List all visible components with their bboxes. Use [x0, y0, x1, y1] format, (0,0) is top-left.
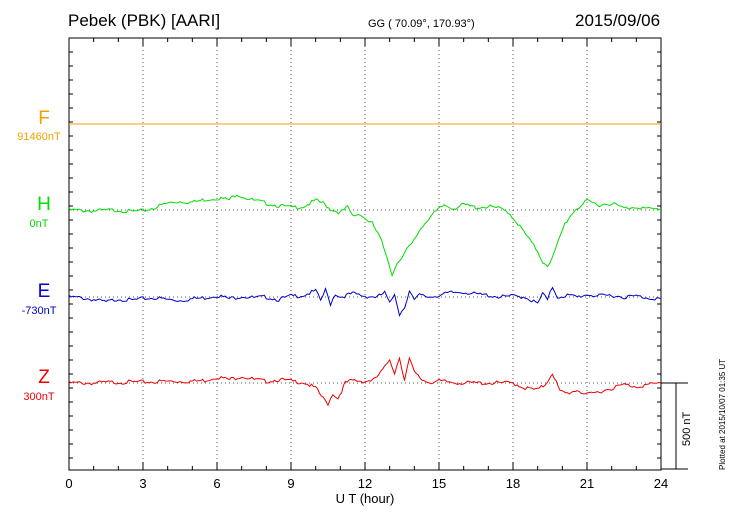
station-title: Pebek (PBK) [AARI] — [68, 11, 221, 30]
x-tick-label: 21 — [580, 476, 594, 491]
x-tick-label: 6 — [213, 476, 220, 491]
series-line-h — [68, 194, 662, 278]
geographic-coords: GG ( 70.09°, 170.93°) — [368, 18, 475, 30]
channel-baseline-z: 300nT — [23, 391, 55, 403]
x-tick-label: 9 — [287, 476, 294, 491]
channel-name-f: F — [38, 108, 50, 129]
x-axis-label: U T (hour) — [336, 491, 395, 506]
series-line-z — [68, 356, 662, 407]
channel-name-e: E — [37, 281, 51, 302]
series-line-e — [68, 286, 662, 318]
channel-baseline-e: -730nT — [21, 305, 57, 317]
channel-baseline-f: 91460nT — [17, 131, 61, 143]
channel-name-z: Z — [38, 367, 50, 388]
x-tick-label: 24 — [654, 476, 668, 491]
x-tick-label: 0 — [65, 476, 72, 491]
plotted-timestamp: Plotted at 2015/10/07 01:35 UT — [718, 358, 727, 470]
channel-name-h: H — [37, 194, 51, 215]
record-date: 2015/09/06 — [575, 11, 661, 30]
x-tick-label: 18 — [506, 476, 520, 491]
channel-baseline-h: 0nT — [29, 218, 49, 230]
x-tick-label: 3 — [139, 476, 146, 491]
x-tick-label: 12 — [358, 476, 372, 491]
scale-bar-label: 500 nT — [681, 411, 693, 446]
x-tick-label: 15 — [432, 476, 446, 491]
